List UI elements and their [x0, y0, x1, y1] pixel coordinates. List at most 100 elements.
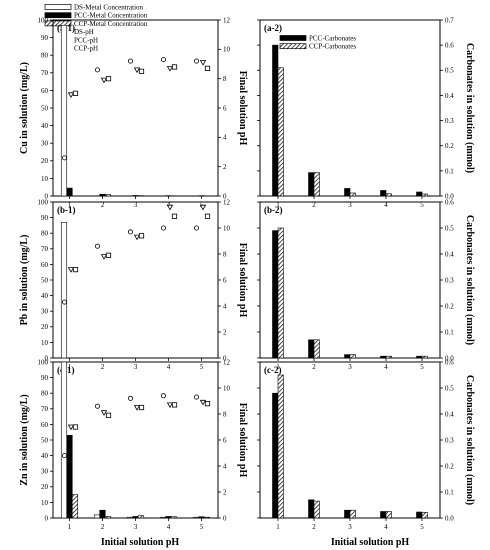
y-tick-label: 0.5: [445, 384, 454, 392]
bar-black: [66, 187, 73, 197]
legend-label: CCP-Metal Concentration: [74, 20, 148, 28]
y-tick-label: 30: [41, 308, 49, 316]
y-tick-label: 80: [41, 230, 49, 238]
y-tick-label: 60: [41, 261, 49, 269]
y-tick-label: 20: [41, 483, 49, 491]
y-tick-label: 100: [38, 16, 49, 24]
y2-tick-label: 4: [223, 302, 227, 310]
y-tick-label: 0.7: [445, 16, 454, 24]
y2-tick-label: 12: [223, 16, 231, 24]
bar-black: [132, 195, 139, 197]
y2-tick-label: 6: [223, 104, 227, 112]
ph-point-triangle: [199, 204, 207, 211]
y-tick-label: 0: [45, 514, 49, 522]
ph-point-circle: [127, 395, 133, 401]
bar-hatch: [385, 355, 392, 359]
y-tick-label: 0.5: [445, 224, 454, 232]
y2-tick-label: 2: [223, 163, 227, 171]
x-tick-label: 3: [134, 523, 138, 531]
y2-tick-label: 6: [223, 276, 227, 284]
y-tick-label: 70: [41, 405, 49, 413]
y-tick-label: 70: [41, 69, 49, 77]
bar-black: [308, 499, 315, 519]
y-tick-label: 0.2: [445, 302, 454, 310]
ph-point-circle: [62, 299, 68, 305]
ph-point-circle: [193, 58, 199, 64]
legend-swatch: [44, 4, 72, 10]
x-tick-label: 1: [276, 523, 280, 531]
bar-black: [272, 44, 279, 197]
y-tick-label: 90: [41, 374, 49, 382]
bar-hatch: [349, 354, 356, 359]
y-tick-label: 10: [41, 499, 49, 507]
y-tick-label: 20: [41, 323, 49, 331]
legend-item-hatch: CCP-Carbonates: [279, 43, 356, 51]
y2-tick-label: 0: [223, 192, 227, 200]
bar-white: [159, 516, 167, 519]
x-tick-label: 1: [276, 363, 280, 371]
x-tick-label: 2: [101, 523, 105, 531]
y-tick-label: 0.6: [445, 358, 454, 366]
ph-point-circle: [62, 155, 68, 161]
ph-point-square: [171, 64, 178, 70]
bar-white: [93, 514, 101, 519]
bar-black: [99, 193, 106, 197]
bar-hatch: [277, 67, 284, 197]
bar-hatch: [277, 374, 284, 519]
y-tick-label: 0: [45, 192, 49, 200]
bar-black: [380, 190, 387, 197]
y-tick-label: 0.4: [445, 92, 454, 100]
ph-point-circle: [193, 225, 199, 231]
y-tick-label: 40: [41, 122, 49, 130]
bar-black: [416, 355, 423, 359]
x-tick-label: 3: [134, 201, 138, 209]
ph-point-square: [72, 424, 79, 430]
ph-point-square: [138, 404, 145, 411]
ph-point-triangle: [199, 399, 207, 406]
plot-frame: [52, 201, 219, 359]
ph-point-square: [204, 65, 211, 71]
legend-swatch: [279, 35, 307, 41]
y2-tick-label: 8: [223, 250, 227, 258]
y-tick-label: 90: [41, 214, 49, 222]
y-tick-label: 50: [41, 436, 49, 444]
ph-point-circle: [127, 58, 133, 64]
ph-point-triangle: [67, 92, 75, 99]
x-tick-label: 2: [312, 363, 316, 371]
ph-point-square: [138, 68, 145, 74]
y-tick-label: 0.0: [445, 192, 454, 200]
x-tick-label: 1: [68, 363, 72, 371]
ph-point-triangle: [67, 267, 75, 273]
ph-point-circle: [160, 57, 166, 63]
y-tick-label: 90: [41, 34, 49, 42]
bar-hatch: [277, 227, 284, 359]
x-axis-label-right: Initial solution pH: [331, 537, 410, 548]
y-axis-label: Carbonates in solution (mmol): [464, 43, 475, 173]
x-tick-label: 3: [134, 363, 138, 371]
y2-tick-label: 12: [223, 198, 231, 206]
x-tick-label: 2: [312, 201, 316, 209]
y-axis-label: Pb in solution (mg/L): [19, 235, 30, 326]
y-tick-label: 100: [38, 198, 49, 206]
panel-c-2: 0.0 0.1 0.2 0.3 0.4 0.5 0.6 1 2 3 4 5 Carbonates in …: [257, 358, 475, 531]
ph-point-triangle: [133, 67, 141, 74]
bar-hatch: [71, 494, 79, 519]
y2-tick-label: 2: [223, 488, 227, 496]
bar-black: [380, 355, 387, 359]
x-tick-label: 4: [384, 201, 388, 209]
ph-point-square: [72, 90, 79, 96]
bar-white: [60, 24, 68, 197]
bar-hatch: [313, 339, 320, 359]
legend-label: PCC-Carbonates: [309, 35, 356, 43]
x-tick-label: 3: [348, 363, 352, 371]
legend-item-black: PCC-Carbonates: [279, 35, 356, 43]
y-tick-label: 30: [41, 468, 49, 476]
x-tick-label: 2: [101, 363, 105, 371]
legend-swatch: [279, 43, 307, 50]
legend-label: PCC-pH: [74, 36, 98, 44]
x-tick-label: 5: [200, 523, 204, 531]
y2-tick-label: 0: [223, 354, 227, 362]
panel-label: (b-2): [264, 205, 283, 215]
